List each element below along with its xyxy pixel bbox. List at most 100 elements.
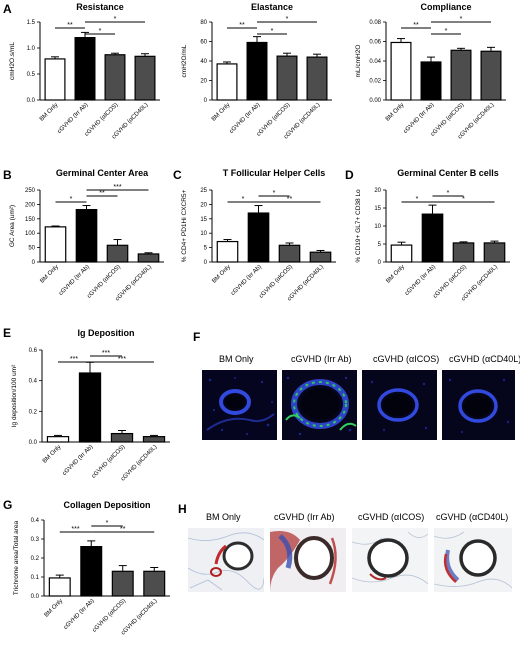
resistance-ytick-label: 0.0 [27, 98, 36, 104]
panel-f-label-cd40l: cGVHD (αCD40L) [449, 354, 520, 364]
resistance-ytick-label: 1.0 [27, 46, 36, 52]
compliance-ytick-label: 0.00 [369, 98, 381, 104]
gc-area-sig-label: *** [113, 184, 121, 191]
collagen-title: Collagen Deposition [63, 500, 150, 510]
tfh-chart: T Follicular Helper Cells % CD4+ PD1Hi CX… [181, 168, 336, 302]
collagen-ytick-label: 0.4 [31, 518, 40, 524]
elastance-title: Elastance [251, 2, 293, 12]
gc-area-ytick-label: 250 [25, 188, 36, 194]
gc-b-bar [483, 242, 506, 263]
gc-area-bar [106, 244, 129, 263]
tfh-ytick-label: 25 [200, 188, 207, 194]
panel-letter-g: G [3, 498, 13, 512]
ig-ytick-label: 0.4 [29, 379, 38, 385]
tfh-sig-label: * [273, 190, 276, 197]
gc-b-title: Germinal Center B cells [397, 168, 499, 178]
elastance-bar [246, 41, 268, 101]
compliance-bar [450, 49, 472, 101]
resistance-chart: Resistance cmH2O.s/mL 0.0 0.5 1.0 1.5 BM Onlyc… [9, 2, 160, 140]
elastance-ylabel: cmH2O/mL [181, 44, 188, 77]
gc-b-ytick-label: 20 [374, 188, 381, 194]
gc-area-sig-label: ** [99, 190, 105, 197]
ig-bar [46, 436, 70, 443]
gc-b-category-label: cGVHD (αICOS) [432, 264, 467, 299]
ig-ytick-label: 0.0 [29, 440, 38, 446]
gc-b-ytick-label: 10 [374, 224, 381, 230]
collagen-bar [48, 577, 71, 597]
panel-h-images: BM Only cGVHD (Irr Ab) cGVHD (αICOS) cGV… [182, 510, 516, 610]
resistance-sig-label: * [99, 28, 102, 35]
tfh-category-label: BM Only [211, 264, 232, 285]
compliance-sig-label: ** [413, 22, 419, 29]
elastance-bar [216, 63, 238, 101]
gc-area-bar [75, 208, 98, 263]
panel-h-label-irr: cGVHD (Irr Ab) [274, 512, 335, 522]
gc-b-sig-label: * [416, 196, 419, 203]
elastance-sig-label: * [271, 28, 274, 35]
compliance-title: Compliance [420, 2, 471, 12]
compliance-sig-label: * [460, 16, 463, 23]
gc-b-bar [452, 242, 475, 263]
ig-sig-label: *** [118, 356, 126, 363]
collagen-ylabel: Trichrome area/Total area [13, 521, 20, 596]
gc-b-ylabel: % CD19+ GL7+ CD38 Lo [355, 189, 362, 263]
tfh-ylabel: % CD4+ PD1Hi CXCR5+ [181, 189, 188, 262]
tfh-title: T Follicular Helper Cells [223, 168, 326, 178]
ig-category-label: BM Only [42, 444, 63, 465]
panel-h-label-icos: cGVHD (αICOS) [358, 512, 425, 522]
ig-sig-label: *** [70, 356, 78, 363]
panel-letter-b: B [3, 168, 12, 182]
if-image-bm [202, 370, 277, 440]
resistance-ytick-label: 0.5 [27, 72, 36, 78]
elastance-bar [276, 55, 298, 101]
gc-area-sig-label: * [70, 196, 73, 203]
tfh-sig-label: * [242, 196, 245, 203]
gc-b-bar [421, 213, 444, 263]
panel-h-label-bm: BM Only [206, 512, 241, 522]
gc-b-category-label: BM Only [385, 264, 406, 285]
resistance-sig-label: ** [67, 22, 73, 29]
gc-b-sig-label: * [462, 196, 465, 203]
compliance-category-label: BM Only [385, 102, 406, 123]
compliance-bar [480, 50, 502, 101]
if-image-icos [362, 370, 437, 440]
gc-area-bar [44, 226, 67, 263]
resistance-bar [134, 55, 156, 101]
collagen-bar [143, 570, 166, 597]
panel-f-label-bm: BM Only [219, 354, 254, 364]
collagen-category-label: BM Only [44, 598, 65, 619]
panel-letter-e: E [3, 326, 12, 340]
collagen-category-label: cGVHD (αCD40L) [120, 598, 158, 636]
collagen-sig-label: ** [120, 526, 126, 533]
gc-area-ytick-label: 50 [28, 246, 35, 252]
gc-area-bar [137, 253, 160, 263]
gc-area-category-label: BM Only [39, 264, 60, 285]
tfh-ytick-label: 5 [204, 246, 208, 252]
ig-bar [110, 432, 134, 443]
trichrome-image-cd40l [434, 528, 512, 592]
elastance-ytick-label: 40 [200, 59, 207, 65]
resistance-ylabel: cmH2O.s/mL [9, 42, 16, 80]
compliance-bar [390, 41, 412, 101]
panel-letter-a: A [3, 2, 12, 16]
compliance-ytick-label: 0.06 [369, 40, 381, 46]
elastance-sig-label: ** [239, 22, 245, 29]
compliance-category-label: cGVHD (Irr Ab) [403, 102, 436, 135]
gc-area-ytick-label: 150 [25, 217, 36, 223]
ig-ylabel: Ig deposition/100 um² [11, 364, 18, 427]
tfh-ytick-label: 20 [200, 202, 207, 208]
collagen-sig-label: *** [71, 526, 79, 533]
resistance-category-label: cGVHD (Irr Ab) [57, 102, 90, 135]
gc-area-title: Germinal Center Area [56, 168, 149, 178]
gc-area-chart: Germinal Center Area GC Area (um²) 0 50 100 1… [9, 168, 164, 302]
tfh-sig-label: ** [287, 196, 293, 203]
tfh-ytick-label: 0 [204, 260, 208, 266]
collagen-bar [80, 545, 103, 597]
panel-letter-c: C [173, 168, 182, 182]
ig-category-label: cGVHD (Irr Ab) [62, 444, 95, 477]
elastance-bar [306, 56, 328, 101]
panel-f-images: BM Only cGVHD (Irr Ab) cGVHD (αICOS) cGV… [195, 340, 520, 480]
trichrome-image-irr [270, 528, 346, 592]
gc-b-chart: Germinal Center B cells % CD19+ GL7+ CD38… [355, 168, 510, 302]
collagen-bar [111, 570, 134, 597]
